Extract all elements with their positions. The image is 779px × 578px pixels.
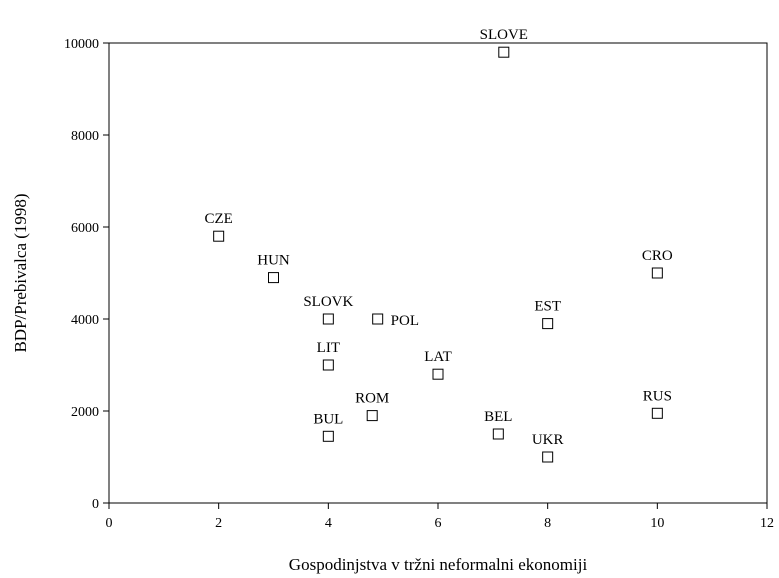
x-tick-label: 0: [106, 516, 113, 531]
data-point-marker: [492, 428, 504, 440]
data-point-label: BEL: [484, 409, 512, 425]
x-tick-label: 8: [544, 516, 551, 531]
data-point-marker: [498, 46, 510, 58]
data-point-label: EST: [534, 299, 561, 315]
y-tick-label: 8000: [71, 129, 99, 144]
data-point-marker: [366, 410, 378, 422]
data-point-marker: [651, 267, 663, 279]
y-tick-label: 6000: [71, 221, 99, 236]
data-point-label: ROM: [355, 391, 389, 407]
y-axis-label: BDP/Prebivalca (1998): [11, 193, 30, 352]
data-point-marker: [322, 359, 334, 371]
data-point-marker: [213, 230, 225, 242]
data-point-marker: [432, 368, 444, 380]
data-point-marker: [372, 313, 384, 325]
x-axis: 0 2 4 6 8 10 12: [106, 503, 774, 531]
x-tick-label: 6: [435, 516, 442, 531]
data-point-label: UKR: [532, 432, 564, 448]
data-point-marker: [542, 451, 554, 463]
y-tick-label: 2000: [71, 405, 99, 420]
plot-frame: [108, 42, 768, 504]
data-point-label: LIT: [317, 340, 340, 356]
data-point-marker: [322, 430, 334, 442]
y-tick-label: 0: [92, 497, 99, 512]
x-axis-label: Gospodinjstva v tržni neformalni ekonomi…: [289, 555, 588, 574]
x-tick-label: 12: [760, 516, 774, 531]
y-axis: 0 2000 4000 6000 8000 10000: [64, 37, 109, 512]
x-tick-label: 4: [325, 516, 332, 531]
y-tick-label: 4000: [71, 313, 99, 328]
data-point-marker: [322, 313, 334, 325]
data-point-label: CRO: [642, 248, 673, 264]
x-tick-label: 10: [650, 516, 664, 531]
data-point-label: SLOVK: [303, 294, 353, 310]
data-point-label: LAT: [424, 349, 452, 365]
data-point-marker: [268, 272, 279, 284]
data-point-label: RUS: [643, 388, 672, 404]
data-point-marker: [651, 407, 663, 419]
data-point-label: HUN: [257, 253, 290, 269]
data-point-label: CZE: [204, 211, 232, 227]
data-point-label: SLOVE: [480, 27, 528, 43]
y-tick-label: 10000: [64, 37, 99, 52]
data-point-marker: [542, 318, 554, 330]
data-points: CZE HUN SLOVK POL LIT BUL ROM LAT SLOVE BEL EST UKR…: [204, 27, 673, 463]
x-tick-label: 2: [215, 516, 222, 531]
data-point-label: BUL: [313, 411, 343, 427]
data-point-label: POL: [391, 313, 419, 329]
